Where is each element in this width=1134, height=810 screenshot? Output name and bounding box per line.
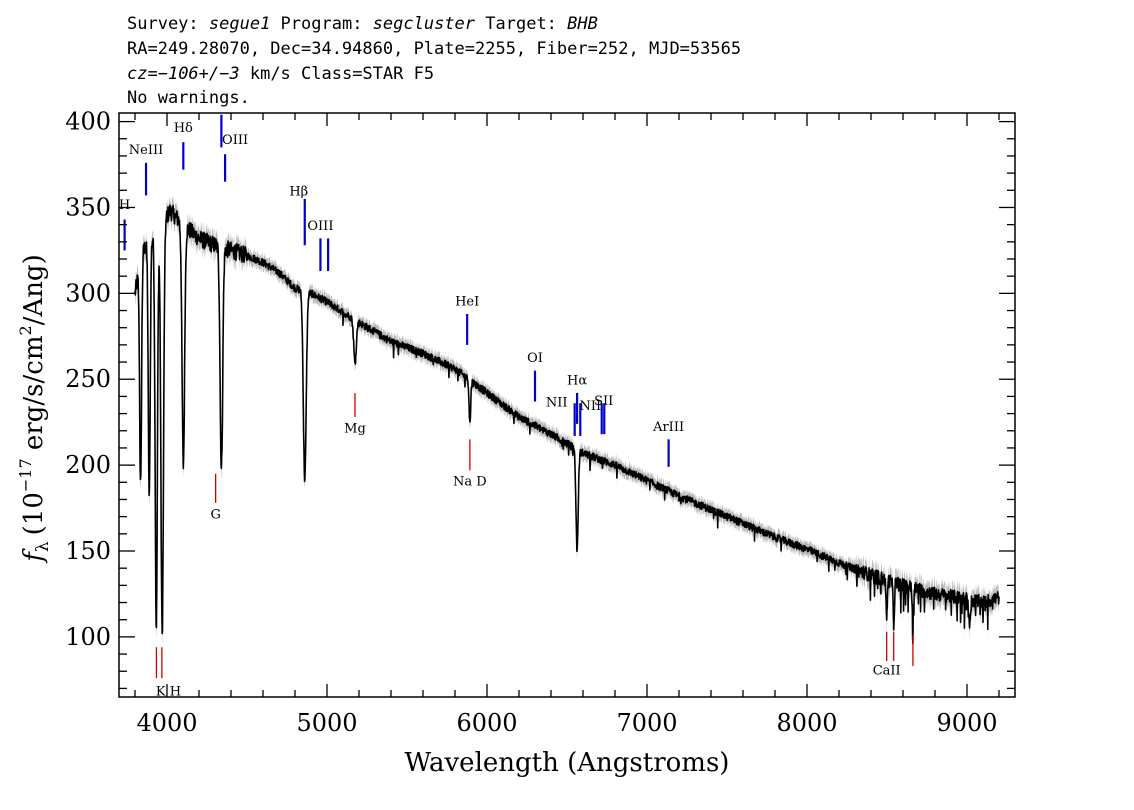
absorption-line-5: CaII — [873, 631, 901, 679]
x-tick-label: 7000 — [616, 709, 677, 737]
x-tick-label: 5000 — [296, 709, 357, 737]
header-line-4: No warnings. — [127, 88, 250, 108]
absorption-line-label: K H — [156, 684, 181, 699]
header-line-1: Survey: segue1 Program: segcluster Targe… — [127, 14, 598, 34]
emission-line-label: Hα — [567, 373, 587, 388]
emission-line-4: OIII — [222, 133, 248, 182]
x-tick-label: 4000 — [136, 709, 197, 737]
y-tick-label: 200 — [65, 451, 111, 479]
spectrum-line-layer — [134, 204, 1000, 645]
absorption-line-1: G — [210, 473, 221, 522]
plot-frame — [118, 112, 1016, 698]
plot-axes: 4000 5000 6000 7000 8000 9000 100 150 200 250 300 3… — [65, 108, 1016, 737]
emission-line-label: HeI — [455, 294, 479, 309]
absorption-line-label: Mg — [344, 421, 366, 436]
emission-line-label: OIII — [307, 219, 333, 234]
emission-line-label: H — [119, 198, 130, 213]
header-block: Survey: segue1 Program: segcluster Targe… — [127, 14, 741, 108]
y-tick-label: 400 — [65, 108, 111, 136]
emission-line-15: ArIII — [652, 420, 684, 467]
spectral-line-markers: HNeIIIHδOIIIHβOIIIHeIOINIIHαSIINIIArIIIM… — [119, 114, 914, 699]
emission-line-label: NII — [579, 399, 601, 414]
x-tick-label: 9000 — [936, 709, 997, 737]
absorption-line-3: K H — [155, 647, 181, 699]
emission-line-label: ArIII — [652, 420, 684, 435]
emission-line-label: Hδ — [174, 121, 193, 136]
emission-line-label: OIII — [222, 133, 248, 148]
emission-line-8: HeI — [455, 294, 479, 345]
spectrum-line — [134, 204, 1000, 645]
emission-line-14: NII — [579, 399, 606, 435]
emission-line-11: Hα — [567, 373, 587, 424]
emission-line-label: NeIII — [129, 143, 163, 158]
x-tick-label: 8000 — [776, 709, 837, 737]
absorption-line-2: Na D — [453, 439, 487, 490]
y-tick-label: 350 — [65, 193, 111, 221]
y-axis-title: fλ(10−17 erg/s/cm2/Ang) — [16, 254, 53, 563]
absorption-line-0: Mg — [344, 392, 366, 436]
emission-line-label: SII — [594, 394, 613, 409]
emission-line-13: SII — [594, 394, 613, 435]
y-tick-label: 150 — [65, 537, 111, 565]
emission-line-label: OI — [527, 351, 543, 366]
y-tick-label: 300 — [65, 279, 111, 307]
emission-line-label: Hβ — [289, 184, 308, 199]
emission-line-10: NII — [546, 396, 576, 436]
emission-line-5: Hβ — [289, 184, 308, 246]
absorption-line-label: Na D — [453, 475, 487, 490]
y-tick-label: 250 — [65, 365, 111, 393]
emission-line-2: Hδ — [174, 121, 193, 170]
x-tick-label: 6000 — [456, 709, 517, 737]
x-axis-title: Wavelength (Angstroms) — [405, 748, 730, 778]
emission-line-9: OI — [527, 351, 543, 402]
absorption-line-label: CaII — [873, 664, 901, 679]
y-tick-label: 100 — [65, 623, 111, 651]
absorption-line-label: G — [210, 507, 220, 522]
header-line-3: cz=−106+/−3 km/s Class=STAR F5 — [127, 64, 434, 84]
emission-line-6: OIII — [307, 219, 333, 272]
emission-line-label: NII — [546, 396, 568, 411]
header-line-2: RA=249.28070, Dec=34.94860, Plate=2255, … — [127, 39, 741, 59]
emission-line-1: NeIII — [129, 143, 163, 196]
